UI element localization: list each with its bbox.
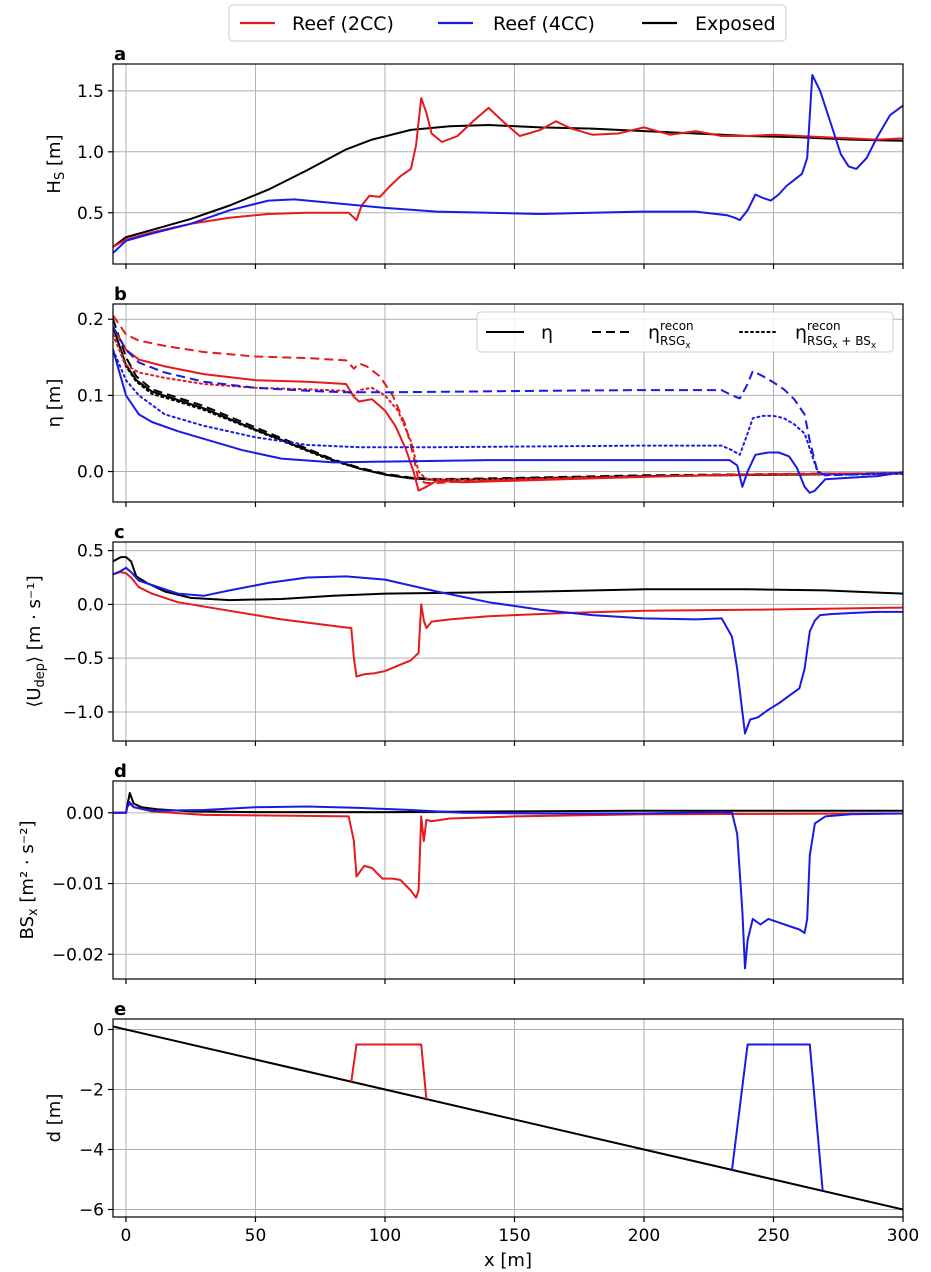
series-line-dotted — [113, 333, 903, 481]
y-tick-label: 0.2 — [77, 310, 104, 330]
y-tick-label: 0.0 — [77, 595, 104, 615]
series-line-dotted — [113, 348, 903, 476]
legend-entry: Exposed — [642, 13, 776, 35]
plot-frame — [112, 63, 904, 265]
series-group — [113, 556, 903, 735]
series-line-dashed — [113, 326, 903, 477]
legend-label-sub: RSGx — [660, 334, 691, 351]
y-axis-label: ⟨Udep⟩ [m · s⁻¹] — [24, 575, 48, 707]
plot-frame — [112, 780, 904, 980]
legend-label: ηrecon — [795, 319, 841, 344]
series-group — [113, 792, 903, 970]
panel-d: 0.00 −0.01 −0.02 d BSx [m² · s⁻²] — [17, 761, 904, 984]
x-tick-label: 0 — [121, 1226, 132, 1246]
legend-entry: Reef (2CC) — [240, 13, 394, 35]
plot-frame — [112, 541, 904, 742]
series-line-solid — [113, 349, 903, 494]
panel-e: 0 50 100 150 200 250 300 0 −2 −4 −6 e d [m] — [44, 999, 919, 1246]
series-line-solid — [113, 801, 903, 970]
series-line-solid — [113, 97, 903, 248]
panel-c: 0.5 0.0 −0.5 −1.0 c ⟨Udep⟩ [m · s⁻¹] — [24, 522, 904, 746]
y-tick-label: 1.5 — [77, 82, 104, 102]
y-tick-label: −2 — [79, 1081, 104, 1101]
y-tick-label: 0.5 — [77, 542, 104, 562]
panel-letter: e — [114, 999, 126, 1020]
plot-frame — [112, 1018, 904, 1218]
y-axis-label: η [m] — [44, 379, 65, 428]
legend-box — [476, 311, 894, 353]
series-line-solid — [113, 571, 903, 678]
series-line-solid — [113, 74, 903, 254]
series-line-solid — [113, 124, 903, 248]
series-group — [113, 1025, 903, 1211]
y-tick-label: 0 — [93, 1021, 104, 1041]
y-tick-label: 0.1 — [77, 386, 104, 406]
series-group — [113, 314, 903, 494]
panel-letter: d — [114, 761, 127, 782]
y-tick-label: −1.0 — [63, 703, 104, 723]
legend-label: ηrecon — [648, 319, 694, 344]
y-tick-label: −0.02 — [52, 945, 104, 965]
panel-letter: b — [114, 284, 127, 305]
series-line-solid — [731, 1043, 824, 1191]
y-tick-label: −0.01 — [52, 875, 104, 895]
legend-entry: η — [486, 322, 553, 344]
y-tick-label: 0.5 — [77, 204, 104, 224]
series-line-solid — [113, 566, 903, 735]
series-line-solid — [113, 1025, 903, 1211]
x-tick-label: 100 — [369, 1226, 401, 1246]
x-tick-label: 50 — [245, 1226, 267, 1246]
panel-a: 0.5 1.0 1.5 a HS [m] — [44, 44, 904, 269]
y-axis-label: BSx [m² · s⁻²] — [17, 821, 41, 940]
plot-frame — [112, 303, 904, 503]
panel-letter: c — [114, 522, 125, 543]
panel-letter: a — [114, 44, 126, 65]
x-tick-label: 200 — [628, 1226, 660, 1246]
y-tick-label: −6 — [79, 1201, 104, 1221]
series-line-dotted — [113, 333, 903, 481]
legend-box — [228, 4, 787, 42]
x-tick-label: 250 — [757, 1226, 789, 1246]
panels: 0.5 1.0 1.5 a HS [m] 0.0 0.1 0.2 b η [m] 0.5 0.0 −0.… — [17, 44, 919, 1246]
y-tick-label: 1.0 — [77, 143, 104, 163]
legend-label: Reef (2CC) — [292, 13, 394, 35]
y-tick-label: −0.5 — [63, 649, 104, 669]
series-group — [113, 74, 903, 254]
y-tick-label: −4 — [79, 1141, 104, 1161]
legend-label-sub: RSGx + BSx — [807, 334, 877, 351]
y-tick-label: 0.00 — [66, 804, 104, 824]
legend-label: Reef (4CC) — [493, 13, 595, 35]
series-line-solid — [113, 556, 903, 602]
legend-label: η — [541, 322, 553, 344]
y-axis-label: d [m] — [44, 1094, 65, 1143]
y-tick-label: 0.0 — [77, 463, 104, 483]
legend-entry: Reef (4CC) — [438, 13, 595, 35]
y-axis-label: HS [m] — [44, 134, 68, 193]
legend: Reef (2CC) Reef (4CC) Exposed — [228, 4, 787, 42]
x-axis-label: x [m] — [484, 1250, 532, 1271]
x-tick-label: 150 — [498, 1226, 530, 1246]
x-tick-label: 300 — [887, 1226, 919, 1246]
series-line-solid — [350, 1043, 428, 1100]
series-line-solid — [113, 792, 903, 814]
legend-label: Exposed — [695, 13, 776, 35]
